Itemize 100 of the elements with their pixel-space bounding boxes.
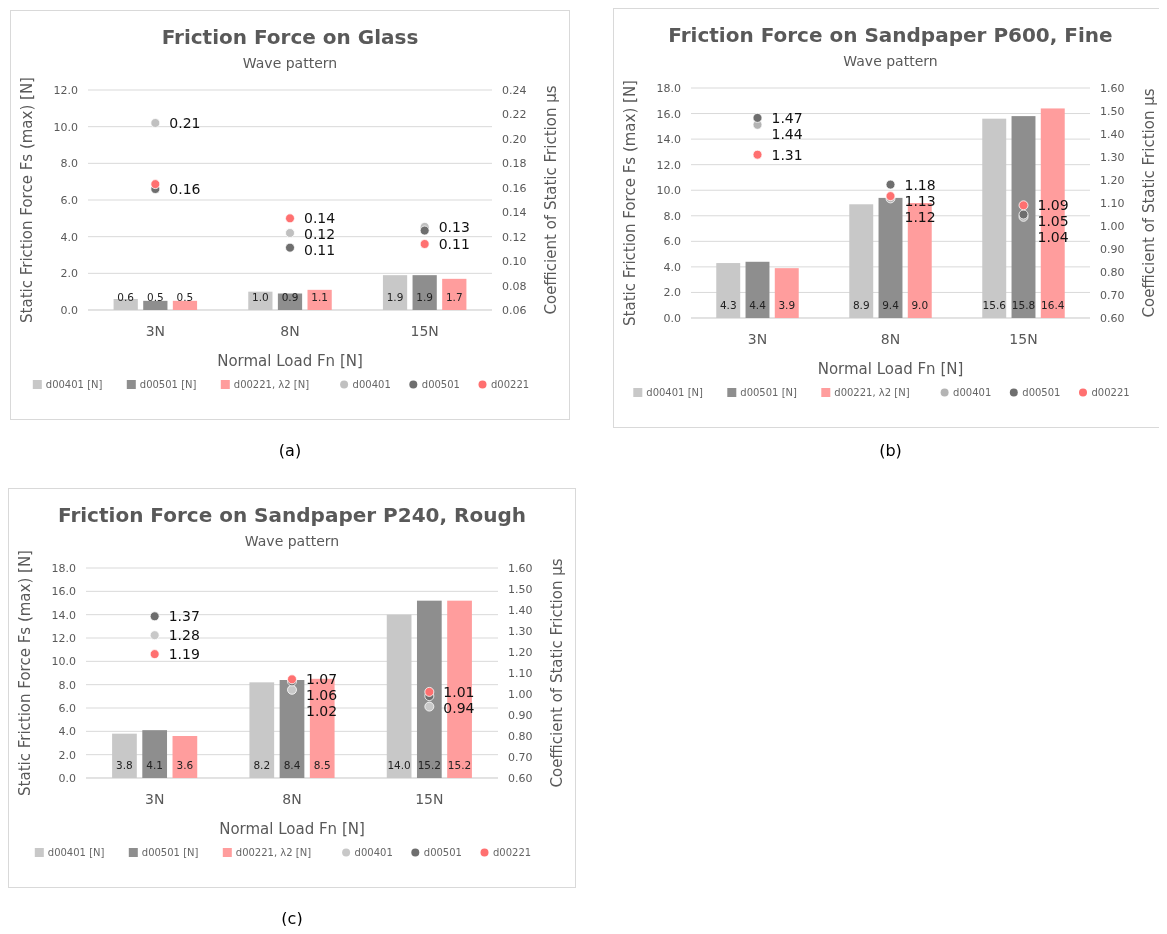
bar <box>279 680 305 778</box>
data-label: 1.31 <box>771 146 803 163</box>
legend-label: d00221, λ2 [N] <box>233 379 310 390</box>
bar <box>172 300 198 310</box>
data-label: 1.9 <box>386 291 404 303</box>
y2-tick-label: 0.18 <box>502 157 527 171</box>
y-tick-label: 14.0 <box>51 608 76 622</box>
chart-subtitle: Wave pattern <box>242 55 338 71</box>
bar <box>416 600 442 778</box>
y2-tick-label: 0.70 <box>1100 289 1125 302</box>
data-label: 1.28 <box>168 627 200 644</box>
legend-label: d00221 <box>491 379 530 390</box>
bar <box>716 263 741 318</box>
data-label: 0.9 <box>281 291 299 303</box>
legend-label: d00401 [N] <box>47 847 105 858</box>
point <box>150 179 161 190</box>
point <box>150 118 161 128</box>
data-label: 0.14 <box>304 210 336 227</box>
data-label: 1.12 <box>904 208 936 225</box>
bar <box>172 736 198 778</box>
point <box>885 179 896 190</box>
bar <box>878 197 903 318</box>
x-tick-label: 3N <box>145 323 166 339</box>
point <box>419 239 430 249</box>
bar <box>774 268 799 318</box>
legend-label: d00501 [N] <box>139 379 197 390</box>
data-label: 15.2 <box>417 759 442 771</box>
y2-tick-label: 1.20 <box>508 646 533 659</box>
data-label: 9.0 <box>911 299 929 311</box>
x-tick-label: 3N <box>747 331 768 347</box>
data-label: 1.06 <box>306 687 338 704</box>
y-tick-label: 2.0 <box>58 748 76 762</box>
data-label: 1.7 <box>445 291 463 303</box>
y-tick-label: 0.0 <box>58 772 76 785</box>
data-label: 0.13 <box>438 218 470 235</box>
data-label: 1.13 <box>904 192 936 209</box>
bar <box>982 118 1007 318</box>
bar <box>412 275 437 310</box>
y-tick-label: 14.0 <box>656 133 681 147</box>
point <box>287 684 297 695</box>
y-tick-label: 6.0 <box>58 702 76 715</box>
y2-tick-label: 0.12 <box>502 230 527 244</box>
point <box>752 149 763 160</box>
bar <box>442 278 467 310</box>
bar <box>1011 116 1036 318</box>
y2-tick-label: 0.16 <box>502 181 527 195</box>
data-label: 1.02 <box>306 703 338 720</box>
bar <box>143 300 168 310</box>
y2-tick-label: 1.40 <box>508 604 533 617</box>
data-label: 1.09 <box>1037 197 1069 214</box>
data-label: 4.3 <box>719 299 737 311</box>
data-label: 1.9 <box>416 291 434 303</box>
point <box>285 242 295 253</box>
point <box>752 113 763 123</box>
x-tick-label: 8N <box>282 791 302 807</box>
y2-tick-label: 1.60 <box>1100 82 1125 95</box>
point <box>149 611 160 622</box>
y-tick-label: 4.0 <box>60 230 78 244</box>
legend-label: d00501 [N] <box>141 847 199 858</box>
text: (a) <box>278 441 302 460</box>
bar <box>382 275 408 310</box>
legend-label: d00401 <box>354 847 393 858</box>
bar <box>745 261 770 318</box>
y2-tick-label: 0.08 <box>502 279 527 293</box>
y2-tick-label: 0.60 <box>1100 312 1125 325</box>
data-label: 0.6 <box>117 291 135 303</box>
data-label: 8.5 <box>313 759 331 771</box>
data-label: 4.4 <box>749 299 767 311</box>
bar <box>386 614 412 778</box>
legend-label: d00401 [N] <box>646 387 704 398</box>
y2-tick-label: 1.40 <box>1100 128 1125 141</box>
y-tick-label: 2.0 <box>663 286 681 300</box>
y-axis-title: Static Friction Force Fs (max) [N] <box>621 80 639 326</box>
x-tick-label: 15N <box>410 323 439 339</box>
data-label: 3.8 <box>116 759 133 771</box>
y2-tick-label: 0.70 <box>508 751 533 764</box>
data-label: 8.9 <box>852 299 870 311</box>
data-label: 0.11 <box>438 236 470 252</box>
y-tick-label: 16.0 <box>51 585 76 599</box>
data-label: 1.18 <box>904 176 936 193</box>
chart-title: Friction Force on Sandpaper P600, Fine <box>668 23 1113 47</box>
data-label: 8.4 <box>283 759 301 771</box>
y-tick-label: 10.0 <box>656 184 681 198</box>
data-label: 0.5 <box>146 291 164 303</box>
y2-axis-title: Coefficient of Static Friction µs <box>548 558 566 788</box>
x-tick-label: 8N <box>280 323 300 339</box>
data-label: 3.9 <box>778 299 796 311</box>
legend-label: d00501 <box>1022 387 1061 398</box>
chart-title: Friction Force on Sandpaper P240, Rough <box>58 503 526 527</box>
y2-tick-label: 1.00 <box>1100 220 1125 233</box>
data-label: 1.1 <box>311 291 328 303</box>
y2-tick-label: 0.90 <box>508 709 533 722</box>
y-tick-label: 0.0 <box>60 304 78 317</box>
y2-axis-title: Coefficient of Static Friction µs <box>542 85 560 315</box>
y-tick-label: 4.0 <box>663 260 681 274</box>
x-tick-label: 15N <box>1009 331 1038 347</box>
data-label: 9.4 <box>882 299 900 311</box>
y2-tick-label: 1.10 <box>1100 197 1125 210</box>
y2-tick-label: 0.10 <box>502 255 527 269</box>
y-tick-label: 6.0 <box>60 194 78 207</box>
